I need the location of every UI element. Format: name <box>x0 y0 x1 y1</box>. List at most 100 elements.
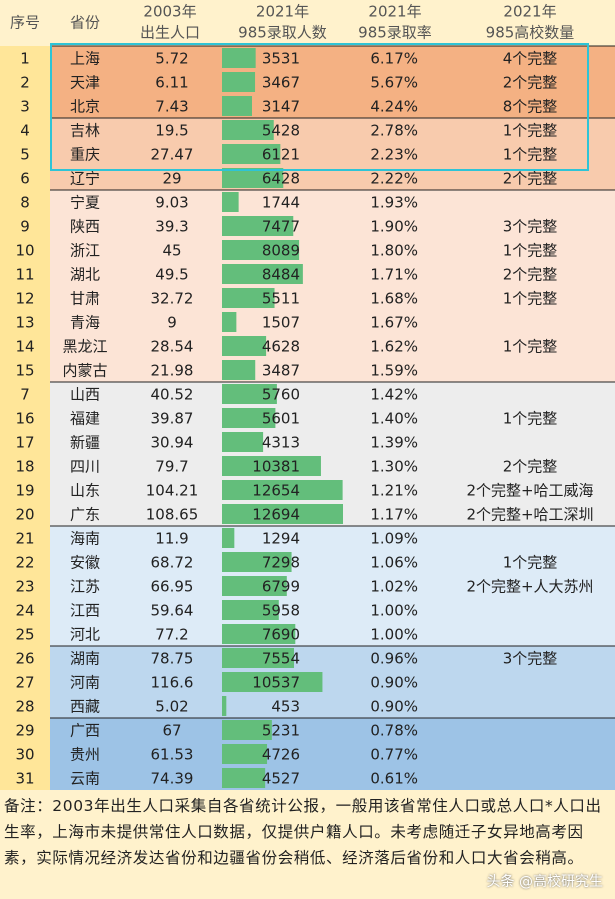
cell: 2个完整+人大苏州 <box>466 578 593 596</box>
cell: 1.93% <box>370 194 418 212</box>
cell: 8 <box>20 194 30 212</box>
cell: 辽宁 <box>70 170 100 188</box>
data-bar <box>222 720 272 740</box>
cell: 2个完整 <box>503 458 558 476</box>
cell: 79.7 <box>155 458 188 476</box>
cell: 13 <box>15 314 34 332</box>
cell: 1.30% <box>370 458 418 476</box>
cell: 2.22% <box>370 170 418 188</box>
cell: 吉林 <box>70 122 100 140</box>
header-text: 序号 <box>10 14 40 32</box>
cell: 1个完整 <box>503 122 558 140</box>
cell: 6.17% <box>370 50 418 68</box>
data-bar <box>222 384 277 404</box>
cell: 4628 <box>262 338 300 356</box>
cell: 10 <box>15 242 34 260</box>
data-bar <box>222 672 323 692</box>
cell: 重庆 <box>70 146 100 164</box>
cell: 0.90% <box>370 674 418 692</box>
cell: 61.53 <box>151 746 194 764</box>
data-bar <box>222 192 239 212</box>
cell: 黑龙江 <box>62 338 107 356</box>
cell: 1.71% <box>370 266 418 284</box>
header-text: 2021年 <box>503 3 556 21</box>
cell: 江西 <box>70 602 100 620</box>
row-group-bg <box>50 46 615 118</box>
cell: 10537 <box>252 674 300 692</box>
cell: 4726 <box>262 746 300 764</box>
cell: 29 <box>15 722 34 740</box>
cell: 21 <box>15 530 34 548</box>
cell: 1.62% <box>370 338 418 356</box>
cell: 453 <box>271 698 300 716</box>
header-text: 出生人口 <box>140 24 200 42</box>
cell: 104.21 <box>146 482 199 500</box>
cell: 1.00% <box>370 626 418 644</box>
data-bar <box>222 288 275 308</box>
cell: 安徽 <box>70 554 100 572</box>
cell: 2.78% <box>370 122 418 140</box>
data-bar <box>222 624 296 644</box>
table: 序号 省份2003年出生人口2021年985录取人数2021年985录取率2021… <box>0 2 615 790</box>
cell: 9.03 <box>155 194 188 212</box>
note: 备注：2003年出生人口采集自各省统计公报，一般用该省常住人口或总人口*人口出生… <box>4 797 602 867</box>
data-bar <box>222 264 303 284</box>
data-bar <box>222 456 321 476</box>
data-bar <box>222 336 267 356</box>
cell: 5760 <box>262 386 300 404</box>
cell: 3个完整 <box>503 218 558 236</box>
cell: 2个完整+哈工威海 <box>466 482 593 500</box>
cell: 5958 <box>262 602 300 620</box>
data-bar <box>222 552 292 572</box>
cell: 6 <box>20 170 30 188</box>
cell: 4 <box>20 122 30 140</box>
data-bar <box>222 96 252 116</box>
cell: 1.09% <box>370 530 418 548</box>
data-bar <box>222 48 256 68</box>
cell: 新疆 <box>70 434 100 452</box>
cell: 28 <box>15 698 34 716</box>
cell: 4个完整 <box>503 50 558 68</box>
data-bar <box>222 648 295 668</box>
cell: 浙江 <box>70 242 100 260</box>
cell: 0.90% <box>370 698 418 716</box>
cell: 河北 <box>70 626 100 644</box>
cell: 1294 <box>262 530 300 548</box>
cell: 贵州 <box>70 746 100 764</box>
cell: 20 <box>15 506 34 524</box>
cell: 1.40% <box>370 410 418 428</box>
cell: 北京 <box>70 98 100 116</box>
cell: 68.72 <box>151 554 194 572</box>
cell: 1.39% <box>370 434 418 452</box>
data-bar <box>222 144 281 164</box>
data-bar <box>222 408 276 428</box>
cell: 广西 <box>70 722 100 740</box>
cell: 湖南 <box>70 650 100 668</box>
cell: 8484 <box>262 266 300 284</box>
cell: 7 <box>20 386 30 404</box>
cell: 2个完整 <box>503 74 558 92</box>
header-text: 省份 <box>70 14 100 32</box>
row-group-bg <box>50 526 615 646</box>
data-bar <box>222 576 287 596</box>
data-bar <box>222 600 279 620</box>
cell: 8089 <box>262 242 300 260</box>
data-bar <box>222 480 343 500</box>
cell: 9 <box>20 218 30 236</box>
cell: 7298 <box>262 554 300 572</box>
cell: 1个完整 <box>503 290 558 308</box>
cell: 1.00% <box>370 602 418 620</box>
row-group-bg <box>50 118 615 190</box>
cell: 1.42% <box>370 386 418 404</box>
data-bar <box>222 168 284 188</box>
cell: 10381 <box>252 458 300 476</box>
cell: 山东 <box>70 482 100 500</box>
data-bar <box>222 696 227 716</box>
cell: 0.96% <box>370 650 418 668</box>
cell: 67 <box>162 722 181 740</box>
cell: 1507 <box>262 314 300 332</box>
header-text: 2021年 <box>368 3 421 21</box>
cell: 5601 <box>262 410 300 428</box>
cell: 3487 <box>262 362 300 380</box>
cell: 7477 <box>262 218 300 236</box>
